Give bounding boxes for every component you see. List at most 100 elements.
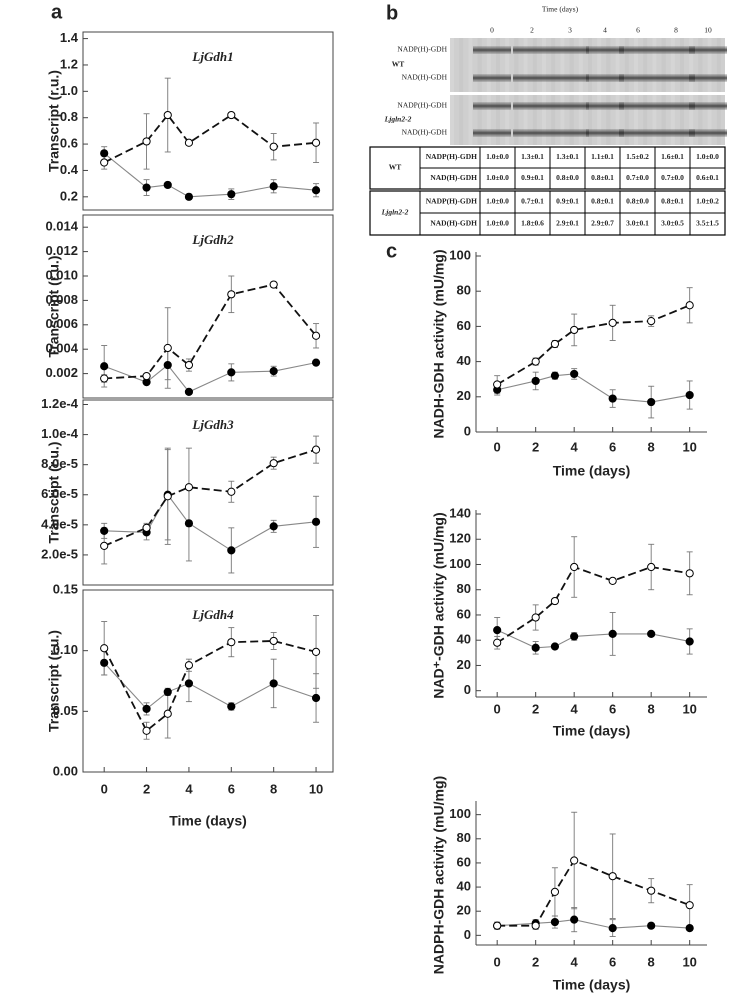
y-tick-label: 0.05	[53, 703, 78, 718]
gel-texture	[569, 95, 574, 145]
series-line	[497, 919, 690, 929]
gel-band	[619, 74, 657, 82]
y-tick-label: 0	[464, 682, 471, 697]
y-tick-label: 0.006	[45, 316, 78, 331]
data-point	[647, 562, 656, 572]
data-point	[608, 872, 617, 881]
plot-frame	[82, 589, 334, 773]
gel-texture	[542, 95, 546, 145]
gel-texture	[624, 95, 629, 145]
table-cell: 1.5±0.2	[626, 152, 649, 161]
gel-texture	[661, 38, 666, 92]
gel-texture	[551, 38, 556, 92]
gel-band	[513, 74, 551, 82]
data-point	[227, 190, 236, 199]
y-tick-label: 0	[464, 423, 471, 438]
x-tick-label: 2	[143, 781, 150, 796]
gel-texture	[578, 38, 583, 92]
gel-texture	[468, 95, 473, 145]
gel-texture	[670, 95, 675, 145]
table-cell: 1.6±0.1	[661, 152, 684, 161]
table-cell: 1.1±0.1	[591, 152, 614, 161]
data-point	[570, 632, 579, 641]
data-point	[531, 376, 540, 386]
x-tick-label: 2	[532, 701, 539, 716]
y-tick-label: 0.004	[45, 341, 78, 356]
data-point	[142, 371, 151, 381]
data-point	[269, 459, 278, 468]
data-point	[531, 613, 540, 622]
data-point	[184, 519, 194, 528]
data-point	[311, 186, 321, 195]
series-line	[496, 629, 690, 649]
table-cell: 1.0±0.2	[696, 197, 719, 206]
y-tick-label: 0.8	[60, 109, 78, 124]
data-point	[142, 704, 151, 714]
data-point	[269, 280, 278, 289]
y-tick-label: 60	[457, 854, 471, 869]
series-line	[497, 373, 690, 403]
data-point	[311, 358, 321, 367]
series-line	[103, 662, 317, 710]
gel-texture	[514, 95, 519, 145]
x-axis-label: Time (days)	[553, 723, 631, 739]
plot-frame	[82, 31, 334, 211]
y-tick-label: 0.10	[53, 642, 78, 657]
data-point	[685, 301, 694, 310]
gel-band	[513, 46, 551, 54]
gel-band	[513, 129, 551, 137]
data-point	[493, 921, 502, 930]
data-point	[608, 576, 617, 585]
gel-band	[657, 102, 695, 110]
data-point	[227, 487, 236, 496]
series-line	[496, 304, 691, 386]
gel-texture	[450, 38, 454, 92]
data-point	[570, 325, 579, 335]
genotype-label: Ljgln2-2	[384, 115, 412, 124]
data-point	[100, 658, 109, 667]
gel-texture	[459, 38, 464, 92]
data-point	[647, 886, 656, 895]
data-point	[550, 887, 560, 896]
data-point	[493, 626, 502, 635]
data-point	[685, 901, 694, 910]
band-label: NADP(H)-GDH	[397, 45, 447, 54]
gel-texture	[532, 38, 537, 92]
x-tick-label: 4	[571, 954, 579, 969]
gel-texture	[680, 38, 684, 92]
table-cell: 3.0±0.1	[626, 219, 649, 228]
gel-band	[473, 74, 511, 82]
gel-band	[689, 46, 727, 54]
y-tick-label: 0.012	[45, 243, 78, 258]
table-cell: 1.3±0.1	[556, 152, 579, 161]
series-line	[104, 493, 317, 552]
gel-texture	[707, 95, 712, 145]
y-tick-label: 1.0e-4	[41, 426, 79, 441]
table-cell: 0.8±0.1	[591, 197, 614, 206]
chart-title: LjGdh4	[191, 607, 234, 622]
gel-texture	[523, 38, 528, 92]
data-point	[685, 924, 694, 933]
table-cell: 3.0±0.5	[661, 219, 684, 228]
panel-label: a	[51, 1, 63, 23]
data-point	[100, 362, 109, 371]
gel-texture	[578, 95, 583, 145]
y-tick-label: 100	[449, 556, 471, 571]
gel-band	[689, 74, 727, 82]
data-point	[100, 526, 109, 535]
data-point	[608, 394, 617, 403]
gel-texture	[615, 95, 620, 145]
data-point	[647, 397, 656, 407]
y-tick-label: 40	[457, 879, 471, 894]
data-point	[269, 182, 278, 191]
series-line	[103, 152, 317, 198]
gel-texture	[689, 38, 694, 92]
x-tick-label: 8	[270, 781, 277, 796]
data-point	[311, 647, 321, 656]
lane-label: 4	[603, 26, 607, 35]
gel-band	[473, 129, 511, 137]
y-axis-label: NADPH-GDH activity (mU/mg)	[431, 776, 447, 974]
data-point	[163, 180, 172, 190]
y-tick-label: 0	[464, 927, 471, 942]
y-tick-label: 120	[449, 531, 471, 546]
